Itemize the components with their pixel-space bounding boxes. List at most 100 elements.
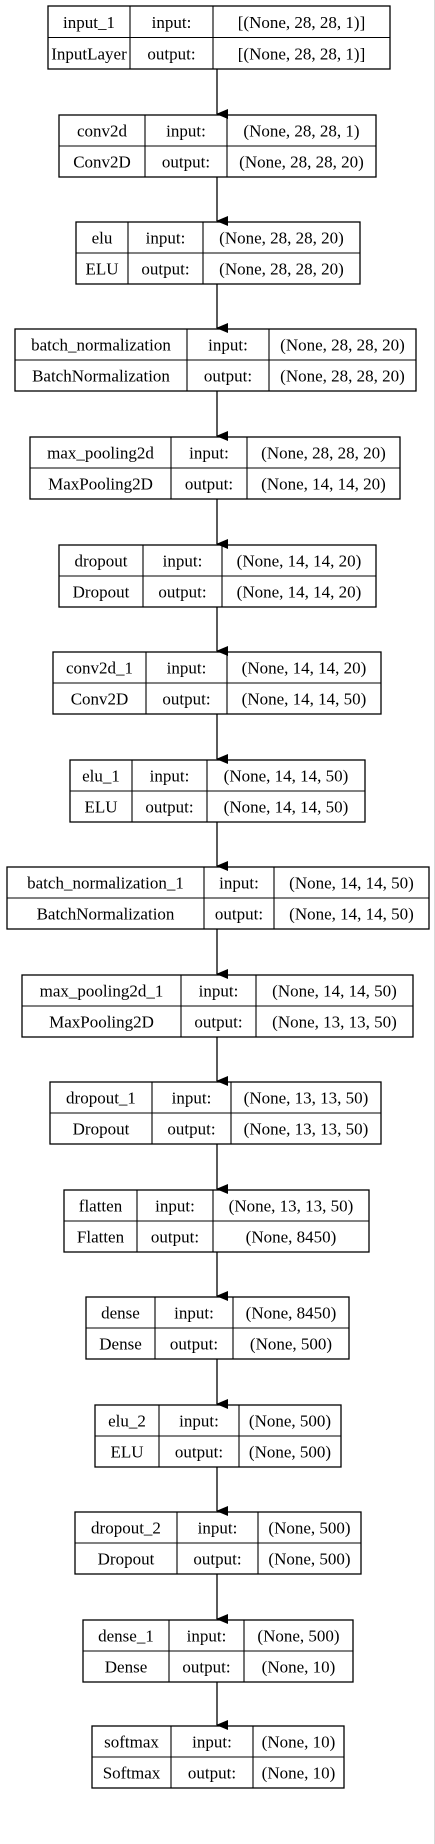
layer-name: conv2d [77, 122, 128, 141]
layer-name: batch_normalization [31, 336, 171, 355]
output-shape: (None, 14, 14, 50) [224, 798, 349, 817]
input-shape: (None, 14, 14, 20) [242, 659, 367, 678]
layer-name: max_pooling2d_1 [40, 982, 164, 1001]
output-label: output: [162, 153, 210, 172]
input-shape: (None, 28, 28, 20) [280, 336, 405, 355]
layer-type: Dropout [98, 1550, 155, 1569]
output-shape: (None, 14, 14, 20) [261, 475, 386, 494]
input-label: input: [155, 1197, 195, 1216]
layer-node-dropout_1: dropout_1 Dropout input: output: (None, 13, … [49, 1081, 382, 1145]
output-label: output: [188, 1764, 236, 1783]
output-shape: (None, 500) [268, 1550, 350, 1569]
layer-type: MaxPooling2D [48, 475, 153, 494]
layer-name: dropout_1 [66, 1089, 136, 1108]
layer-type: ELU [110, 1443, 143, 1462]
layer-name: flatten [79, 1197, 123, 1216]
output-shape: (None, 10) [262, 1658, 336, 1677]
input-label: input: [167, 659, 207, 678]
layer-node-softmax: softmax Softmax input: output: (None, 10) (No… [91, 1725, 345, 1789]
layer-name: conv2d_1 [66, 659, 133, 678]
layer-type: Dropout [73, 583, 130, 602]
layer-node-flatten: flatten Flatten input: output: (None, 13, 13… [63, 1189, 370, 1253]
output-shape: (None, 13, 13, 50) [272, 1013, 397, 1032]
input-shape: (None, 500) [268, 1519, 350, 1538]
output-shape: (None, 10) [262, 1764, 336, 1783]
output-shape: (None, 8450) [246, 1228, 337, 1247]
layer-type: ELU [84, 798, 117, 817]
layer-type: ELU [85, 260, 118, 279]
layer-node-dropout_2: dropout_2 Dropout input: output: (None, 500)… [74, 1511, 362, 1575]
output-label: output: [151, 1228, 199, 1247]
layer-name: dense_1 [98, 1627, 154, 1646]
layer-node-input_1: input_1 InputLayer input: output: [(None, 28… [47, 5, 391, 70]
layer-node-conv2d: conv2d Conv2D input: output: (None, 28, 28, … [58, 114, 377, 178]
layer-type: MaxPooling2D [49, 1013, 154, 1032]
input-label: input: [187, 1627, 227, 1646]
output-shape: (None, 28, 28, 20) [219, 260, 344, 279]
input-label: input: [163, 552, 203, 571]
output-label: output: [167, 1120, 215, 1139]
input-shape: (None, 28, 28, 1) [243, 122, 359, 141]
output-label: output: [194, 1013, 242, 1032]
input-label: input: [174, 1304, 214, 1323]
layer-node-batch_normalization: batch_normalization BatchNormalization inp… [14, 328, 417, 392]
layer-name: max_pooling2d [47, 444, 154, 463]
input-label: input: [199, 982, 239, 1001]
layer-node-elu_2: elu_2 ELU input: output: (None, 500) (None, 5… [94, 1404, 342, 1468]
output-label: output: [215, 905, 263, 924]
input-shape: [(None, 28, 28, 1)] [238, 13, 365, 32]
input-label: input: [198, 1519, 238, 1538]
output-shape: (None, 14, 14, 20) [237, 583, 362, 602]
layer-name: dropout_2 [91, 1519, 161, 1538]
input-label: input: [179, 1412, 219, 1431]
output-label: output: [193, 1550, 241, 1569]
input-label: input: [152, 13, 192, 32]
output-shape: [(None, 28, 28, 1)] [238, 44, 365, 63]
layer-type: Dense [99, 1335, 141, 1354]
input-shape: (None, 14, 14, 50) [224, 767, 349, 786]
output-label: output: [182, 1658, 230, 1677]
output-shape: (None, 14, 14, 50) [242, 690, 367, 709]
layer-type: Dense [105, 1658, 147, 1677]
output-label: output: [141, 260, 189, 279]
input-shape: (None, 13, 13, 50) [244, 1089, 369, 1108]
input-shape: (None, 10) [262, 1733, 336, 1752]
output-label: output: [162, 690, 210, 709]
input-label: input: [192, 1733, 232, 1752]
input-label: input: [172, 1089, 212, 1108]
output-label: output: [170, 1335, 218, 1354]
output-label: output: [145, 798, 193, 817]
input-shape: (None, 28, 28, 20) [219, 229, 344, 248]
input-shape: (None, 13, 13, 50) [229, 1197, 354, 1216]
layer-node-conv2d_1: conv2d_1 Conv2D input: output: (None, 14, 14… [52, 651, 382, 715]
output-label: output: [204, 367, 252, 386]
layer-type: Conv2D [71, 690, 129, 709]
output-label: output: [158, 583, 206, 602]
input-label: input: [208, 336, 248, 355]
output-shape: (None, 28, 28, 20) [280, 367, 405, 386]
layer-name: dense [101, 1304, 140, 1323]
input-label: input: [189, 444, 229, 463]
input-shape: (None, 14, 14, 50) [272, 982, 397, 1001]
layer-type: Flatten [77, 1228, 125, 1247]
layer-node-dense_1: dense_1 Dense input: output: (None, 500) (Non… [82, 1619, 354, 1683]
output-shape: (None, 13, 13, 50) [244, 1120, 369, 1139]
layer-node-batch_normalization_1: batch_normalization_1 BatchNormalization i… [6, 866, 430, 930]
layer-node-elu: elu ELU input: output: (None, 28, 28, 20) (No… [75, 221, 361, 285]
layer-name: input_1 [63, 13, 115, 32]
layer-type: InputLayer [51, 44, 127, 63]
layer-type: BatchNormalization [37, 905, 175, 924]
layer-node-max_pooling2d: max_pooling2d MaxPooling2D input: output: (N… [29, 436, 401, 500]
input-shape: (None, 500) [257, 1627, 339, 1646]
output-label: output: [175, 1443, 223, 1462]
layer-type: Dropout [73, 1120, 130, 1139]
layer-name: elu [92, 229, 113, 248]
input-label: input: [219, 874, 259, 893]
output-shape: (None, 500) [249, 1443, 331, 1462]
input-shape: (None, 8450) [246, 1304, 337, 1323]
input-label: input: [150, 767, 190, 786]
output-label: output: [185, 475, 233, 494]
layer-node-elu_1: elu_1 ELU input: output: (None, 14, 14, 50) (… [69, 759, 366, 823]
layer-type: Softmax [103, 1764, 161, 1783]
